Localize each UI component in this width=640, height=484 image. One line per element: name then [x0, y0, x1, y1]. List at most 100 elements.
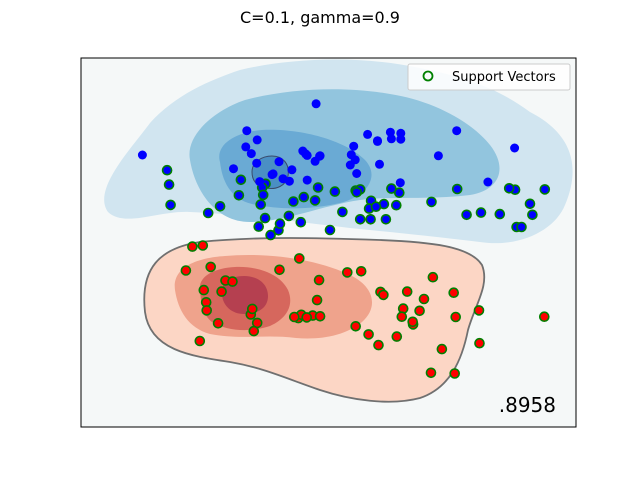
- data-point-blue-support-vector: [426, 196, 437, 208]
- data-point-red-support-vector: [473, 305, 485, 316]
- data-point-blue-support-vector: [451, 183, 463, 195]
- data-point-blue-support-vector: [524, 198, 536, 210]
- data-point-blue: [345, 160, 355, 170]
- data-point-red-support-vector: [427, 271, 439, 283]
- data-point-red-support-vector: [288, 311, 300, 323]
- data-point-red-support-vector: [205, 261, 216, 273]
- data-point-blue: [310, 156, 320, 166]
- legend-box: [407, 63, 571, 91]
- data-point-blue-support-vector: [265, 229, 276, 241]
- data-point-blue: [252, 135, 262, 145]
- data-point-red-support-vector: [216, 286, 227, 297]
- data-point-red-support-vector: [350, 320, 362, 332]
- data-point-blue-support-vector: [370, 201, 382, 212]
- data-point-red-support-vector: [187, 241, 198, 252]
- data-point-blue: [137, 150, 147, 160]
- data-point-red-support-vector: [450, 311, 462, 323]
- decision-boundary: [143, 237, 486, 403]
- data-point-blue-support-vector: [503, 183, 515, 194]
- data-point-red-support-vector: [425, 367, 437, 379]
- data-point-red-support-vector: [378, 289, 389, 301]
- data-point-blue-support-vector: [259, 212, 271, 224]
- data-point-red-support-vector: [311, 294, 323, 306]
- data-point-blue: [396, 134, 406, 144]
- data-point-red-support-vector: [247, 303, 258, 315]
- data-point-red-support-vector: [391, 331, 403, 342]
- data-point-red-support-vector: [414, 305, 425, 317]
- data-point-blue-support-vector: [298, 191, 310, 203]
- data-point-blue: [301, 149, 311, 159]
- data-point-red-support-vector: [194, 335, 206, 347]
- data-point-blue: [452, 126, 462, 136]
- data-point-blue: [433, 151, 443, 161]
- data-point-blue: [510, 143, 520, 153]
- data-point-red-support-vector: [248, 325, 260, 337]
- data-point-blue: [483, 177, 493, 187]
- data-point-blue: [352, 169, 362, 178]
- data-point-blue-support-vector: [163, 179, 175, 190]
- data-point-blue-support-vector: [235, 174, 247, 186]
- data-point-blue: [302, 175, 312, 185]
- data-point-blue-support-vector: [165, 199, 176, 211]
- data-point-red-support-vector: [313, 274, 325, 286]
- data-point-red-support-vector: [293, 253, 305, 264]
- data-point-blue-support-vector: [283, 210, 295, 222]
- data-point-blue: [346, 150, 356, 160]
- data-point-blue-support-vector: [539, 184, 551, 195]
- legend-marker-support-vector: [422, 70, 434, 82]
- data-point-red-support-vector: [449, 368, 461, 379]
- data-point-red-support-vector: [198, 284, 210, 296]
- data-point-blue: [268, 169, 278, 179]
- data-point-blue-support-vector: [274, 218, 286, 229]
- data-point-red-support-vector: [448, 287, 460, 299]
- data-point-red-support-vector: [418, 293, 430, 305]
- data-point-blue: [229, 164, 238, 174]
- data-point-blue-support-vector: [354, 214, 366, 225]
- data-point-red-support-vector: [201, 305, 212, 316]
- data-point-blue: [311, 99, 321, 109]
- legend-label-support-vectors: Support Vectors: [452, 70, 556, 85]
- data-point-red-support-vector: [314, 310, 326, 322]
- data-point-blue-support-vector: [527, 209, 538, 221]
- data-point-blue-support-vector: [288, 196, 299, 207]
- data-point-blue-support-vector: [233, 190, 245, 201]
- data-point-red-support-vector: [407, 316, 419, 328]
- scatter-points: [137, 99, 551, 379]
- data-point-blue-support-vector: [337, 206, 348, 218]
- data-point-blue-support-vector: [393, 187, 405, 198]
- data-point-blue: [241, 142, 251, 152]
- data-point-blue-support-vector: [161, 164, 173, 176]
- data-point-blue: [242, 126, 252, 136]
- data-point-red-support-vector: [301, 312, 313, 323]
- data-point-blue: [287, 165, 297, 175]
- data-point-blue-support-vector: [365, 214, 376, 225]
- data-point-blue: [385, 127, 395, 137]
- data-point-red-support-vector: [396, 311, 408, 323]
- data-point-blue-support-vector: [255, 199, 267, 210]
- data-point-blue-support-vector: [257, 189, 269, 201]
- data-point-red-support-vector: [355, 265, 367, 277]
- data-point-red-support-vector: [212, 317, 224, 329]
- data-point-blue-support-vector: [202, 207, 214, 219]
- data-point-red-support-vector: [227, 276, 238, 287]
- data-point-blue-support-vector: [380, 214, 392, 225]
- data-point-red-support-vector: [538, 311, 550, 323]
- data-point-blue: [395, 178, 405, 188]
- data-point-blue: [255, 177, 265, 187]
- score-label: .8958: [499, 393, 556, 417]
- data-point-blue-support-vector: [253, 221, 265, 232]
- data-point-red-support-vector: [341, 267, 353, 278]
- data-point-blue-support-vector: [461, 209, 472, 221]
- axes-frame: [80, 57, 577, 428]
- data-point-blue: [386, 134, 396, 144]
- legend: Support Vectors: [407, 63, 571, 91]
- data-point-blue-support-vector: [324, 224, 336, 236]
- data-point-blue-support-vector: [312, 182, 324, 193]
- data-point-red-support-vector: [474, 337, 485, 349]
- data-point-blue-support-vector: [309, 195, 321, 206]
- data-point-blue: [284, 176, 294, 186]
- data-point-blue-support-vector: [329, 186, 341, 197]
- data-point-blue-support-vector: [386, 183, 397, 194]
